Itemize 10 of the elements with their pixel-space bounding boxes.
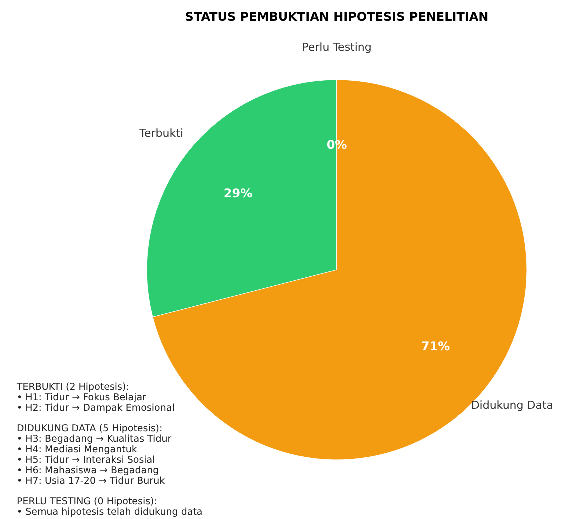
text: 0% <box>326 138 348 152</box>
text: PERLU TESTING (0 Hipotesis): • Semua hipotesis telah didukung data <box>17 496 203 518</box>
chart-title: STATUS PEMBUKTIAN HIPOTESIS PENELITIAN <box>185 10 489 24</box>
slice-label: Didukung Data <box>471 399 554 412</box>
text: TERBUKTI (2 Hipotesis): • H1: Tidur → Fokus Belajar • H2: Tidur → Dampak Emosional <box>16 382 175 414</box>
text: DIDUKUNG DATA (5 Hipotesis): • H3: Begadang → Kualitas Tidur • H4: Mediasi Mengantuk • H5: Tidur → Interaksi Sosial • H6: Mahasiswa → Begadang • H7: Usia 17-20 → Tidur Buruk <box>17 424 172 487</box>
data-label: 29% <box>224 186 253 200</box>
category-label: Perlu Testing <box>302 41 372 54</box>
data-label: 71% <box>421 340 450 354</box>
slice-label: Terbukti <box>138 126 184 140</box>
